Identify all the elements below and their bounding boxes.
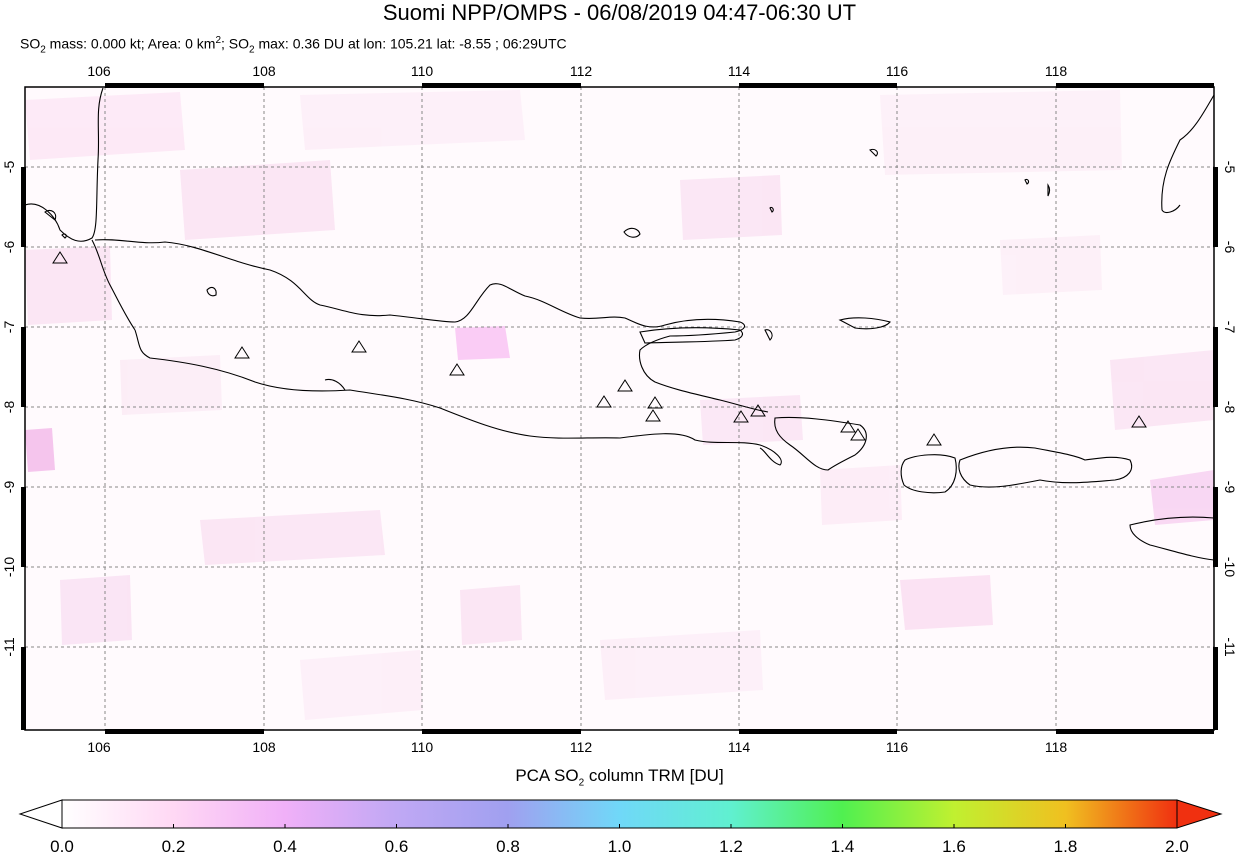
lat-tick-label: -10 (1, 557, 17, 577)
colorbar-tick-label: 0.6 (385, 837, 409, 855)
coastline-kangean (838, 317, 891, 330)
coastline-java-south (134, 329, 782, 466)
lat-tick-label: -11 (1, 637, 17, 656)
colorbar-high-arrow (1176, 799, 1223, 829)
lon-tick-label: 110 (411, 739, 434, 755)
coastline-bali (774, 416, 867, 471)
lon-tick-label: 112 (570, 739, 593, 755)
map-title: Suomi NPP/OMPS - 06/08/2019 04:47-06:30 … (382, 0, 857, 25)
lon-tick-label: 108 (252, 739, 276, 755)
coastline-sulawesi-tip (1161, 94, 1214, 214)
lon-tick-label: 110 (411, 63, 434, 79)
lon-tick-label: 114 (728, 739, 751, 755)
lon-labels-top: 106 108 110 112 114 116 118 (87, 63, 1067, 79)
volcano-markers (52, 251, 1147, 446)
map-gridlines (25, 87, 1214, 730)
volcano-marker (1131, 415, 1147, 428)
lon-tick-label: 116 (886, 63, 909, 79)
volcano-marker (617, 379, 633, 392)
volcano-marker (52, 251, 68, 264)
lat-tick-label: -9 (1222, 481, 1238, 494)
colorbar-tick-label: 1.2 (719, 837, 743, 855)
map-frame (24, 86, 1215, 731)
colorbar-tick-label: 1.8 (1054, 837, 1078, 855)
lon-tick-label: 108 (252, 63, 276, 79)
lat-tick-label: -10 (1222, 557, 1238, 577)
colorbar-tick-label: 1.4 (831, 837, 855, 855)
colorbar-tick-label: 0.4 (273, 837, 297, 855)
lat-tick-label: -9 (1, 481, 17, 494)
lat-tick-label: -6 (1222, 241, 1238, 254)
colorbar-low-arrow (18, 799, 63, 829)
coastline-bawean (623, 227, 641, 238)
colorbar-title: PCA SO2 column TRM [DU] (515, 766, 724, 789)
volcano-marker (850, 428, 866, 441)
volcano-marker (926, 433, 942, 446)
volcano-marker (750, 404, 766, 417)
colorbar-gradient (61, 799, 1178, 829)
colorbar-tick-label: 2.0 (1165, 837, 1189, 855)
frame-degree-bars (21, 83, 1218, 734)
coastline-sumbawa (958, 446, 1133, 488)
volcano-marker (647, 396, 663, 409)
lat-tick-label: -8 (1, 401, 17, 414)
lat-tick-label: -11 (1222, 637, 1238, 656)
coastline-karimunjawa (206, 286, 217, 297)
lon-tick-label: 106 (87, 739, 111, 755)
lon-tick-label: 112 (570, 63, 593, 79)
lon-tick-label: 118 (1045, 739, 1068, 755)
coastline-lombok (900, 454, 957, 494)
colorbar-tick-label: 1.6 (942, 837, 966, 855)
volcano-marker (449, 363, 465, 376)
volcano-marker (234, 346, 250, 359)
lat-tick-label: -7 (1222, 321, 1238, 334)
map-subtitle: SO2 mass: 0.000 kt; Area: 0 km2; SO2 max… (20, 35, 567, 56)
colorbar: 0.0 0.2 0.4 0.6 0.8 1.0 1.2 1.4 1.6 1.8 … (18, 799, 1223, 855)
lat-tick-label: -8 (1222, 401, 1238, 414)
volcano-marker (840, 420, 856, 433)
volcano-marker (645, 409, 661, 422)
lat-labels-right: -5 -6 -7 -8 -9 -10 -11 (1222, 161, 1238, 657)
coastline-java-north-bay (324, 378, 346, 391)
coastline-islets (44, 148, 1051, 341)
colorbar-tick-label: 0.8 (496, 837, 520, 855)
colorbar-ticks (61, 824, 1178, 828)
coastline-madura (639, 327, 744, 344)
lon-tick-label: 114 (728, 63, 751, 79)
colorbar-tick-label: 0.2 (162, 837, 186, 855)
lon-tick-label: 116 (886, 739, 909, 755)
colorbar-tick-labels: 0.0 0.2 0.4 0.6 0.8 1.0 1.2 1.4 1.6 1.8 … (50, 837, 1189, 855)
volcano-marker (733, 410, 749, 423)
lat-tick-label: -7 (1, 321, 17, 334)
lon-tick-label: 106 (87, 63, 111, 79)
lat-tick-label: -6 (1, 241, 17, 254)
volcano-marker (596, 395, 612, 408)
lat-labels-left: -5 -6 -7 -8 -9 -10 -11 (1, 161, 17, 657)
coastline-sumba (1129, 516, 1214, 561)
coastlines (25, 87, 1214, 561)
colorbar-tick-label: 0.0 (50, 837, 74, 855)
lon-labels-bottom: 106 108 110 112 114 116 118 (87, 739, 1067, 755)
lat-tick-label: -5 (1222, 161, 1238, 174)
colorbar-tick-label: 1.0 (608, 837, 632, 855)
lon-tick-label: 118 (1045, 63, 1068, 79)
lat-tick-label: -5 (1, 161, 17, 174)
volcano-marker (351, 340, 367, 353)
coastline-java-north (94, 239, 769, 413)
coastline-java-west (91, 239, 136, 331)
